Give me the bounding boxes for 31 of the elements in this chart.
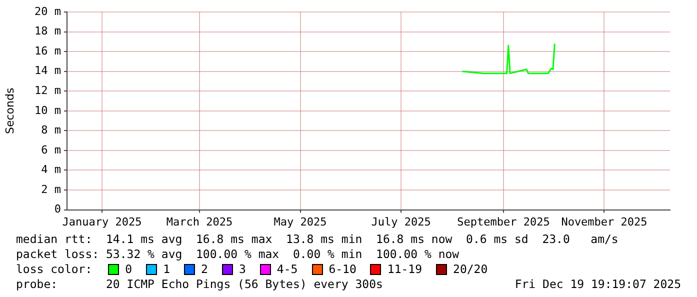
y-tick-label: 14 m (34, 64, 62, 78)
y-tick-label: 2 m (41, 182, 62, 196)
y-tick-label: 12 m (34, 84, 62, 97)
x-tick-label: March 2025 (166, 215, 233, 228)
text: Fri Dec 19 19:19:07 2025 (514, 277, 681, 292)
legend-label: 1 (163, 262, 170, 277)
text: packet loss: 53.32 % avg 100.00 % max 0.00 % min 100.00 % now (15, 247, 460, 262)
x-tick-label: May 2025 (274, 215, 327, 228)
y-tick-label: 16 m (34, 44, 62, 58)
x-tick-label: November 2025 (561, 215, 648, 228)
y-tick-label: 6 m (41, 143, 62, 156)
x-tick-label: January 2025 (62, 215, 142, 228)
legend-label: 2 (201, 262, 208, 277)
legend-label: 6-10 (328, 262, 356, 277)
y-axis-title: Seconds (3, 88, 16, 134)
legend-label: 0 (125, 262, 132, 277)
legend-label: 4-5 (276, 262, 298, 277)
text: median rtt: 14.1 ms avg 16.8 ms max 13.8 ms min 16.8 ms now 0.6 ms sd 23.0 am/s (15, 232, 620, 247)
y-tick-label: 18 m (34, 24, 62, 38)
y-tick-label: 10 m (34, 104, 62, 117)
x-tick-label: September 2025 (457, 215, 550, 228)
legend-label: 11-19 (387, 262, 422, 277)
y-tick-label: 8 m (41, 124, 62, 137)
y-tick-label: 20 m (34, 4, 62, 18)
text: probe: 20 ICMP Echo Pings (56 Bytes) every 300s (16, 277, 383, 291)
y-tick-label: 0 (54, 202, 61, 216)
y-tick-label: 4 m (41, 163, 62, 176)
legend-label: 20/20 (453, 262, 488, 277)
legend-label: 3 (238, 262, 246, 277)
x-tick-label: July 2025 (371, 215, 431, 228)
legend-title: loss color: (16, 262, 92, 277)
